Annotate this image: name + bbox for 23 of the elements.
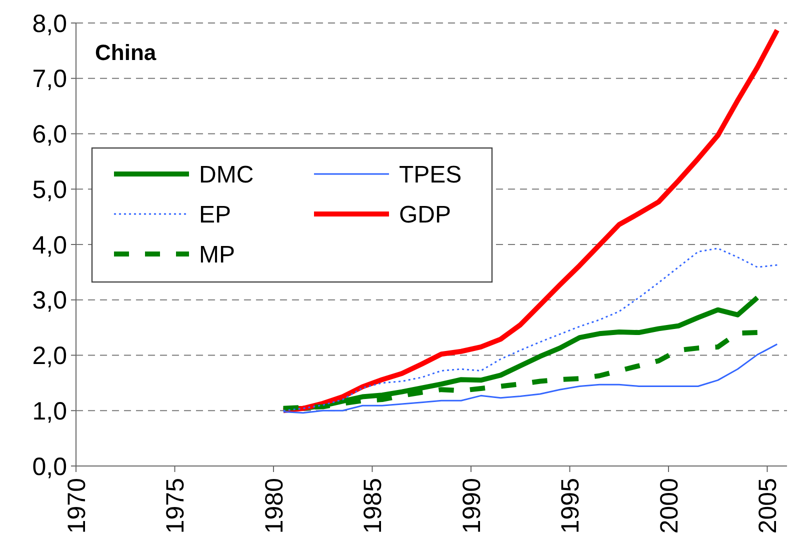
legend-label: TPES xyxy=(399,161,462,188)
y-tick-label: 8,0 xyxy=(32,10,67,38)
y-tick-label: 0,0 xyxy=(32,452,67,481)
y-tick-label: 2,0 xyxy=(32,342,67,370)
y-tick-label: 7,0 xyxy=(32,65,67,94)
legend-label: EP xyxy=(199,201,232,228)
legend-label: MP xyxy=(199,241,235,268)
y-tick-label: 4,0 xyxy=(32,231,67,260)
x-tick-label: 1990 xyxy=(458,478,486,534)
legend-label: DMC xyxy=(199,161,254,188)
x-tick-label: 1970 xyxy=(62,478,91,534)
x-tick-label: 1975 xyxy=(162,478,190,534)
x-tick-label: 1985 xyxy=(359,478,387,534)
y-tick-label: 5,0 xyxy=(32,176,67,204)
y-tick-label: 6,0 xyxy=(32,120,67,148)
y-tick-label: 3,0 xyxy=(32,286,67,315)
legend-label: GDP xyxy=(399,201,452,228)
x-tick-label: 2005 xyxy=(754,478,782,534)
y-tick-label: 1,0 xyxy=(32,397,67,426)
x-tick-label: 2000 xyxy=(655,478,684,534)
x-tick-label: 1995 xyxy=(556,478,584,534)
x-tick-label: 1980 xyxy=(260,478,288,534)
text: China xyxy=(95,40,157,65)
